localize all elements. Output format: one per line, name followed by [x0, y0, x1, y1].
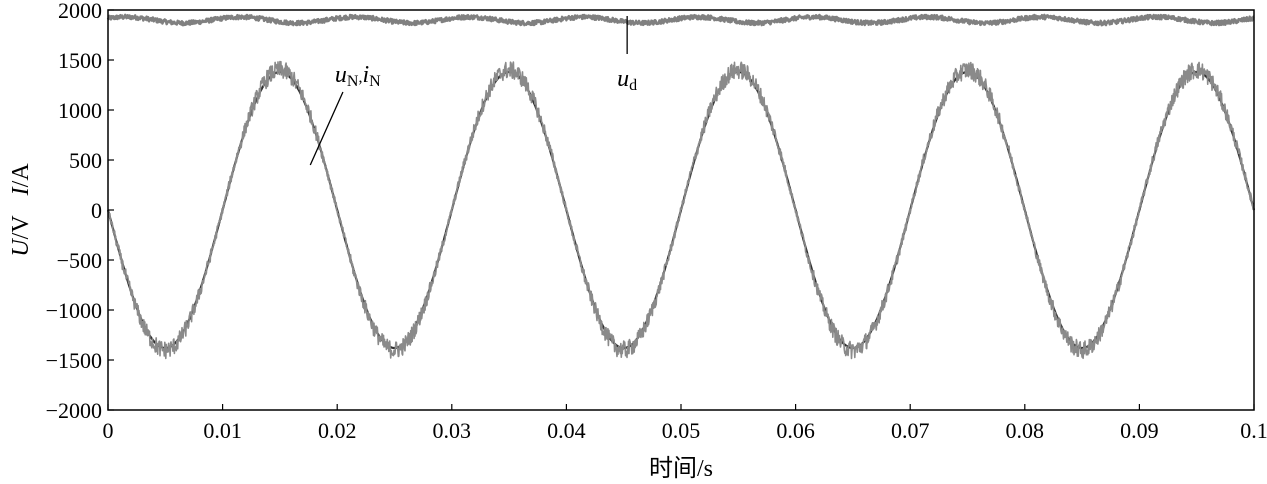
x-tick-label: 0.08: [1006, 418, 1045, 443]
x-axis-label: 时间/s: [649, 455, 713, 482]
series-line-i-N: [107, 60, 1255, 360]
series-line-u-d: [106, 13, 1255, 27]
series-layer: [106, 13, 1256, 360]
ticks-layer: 0 0.01 0.02 0.03 0.04 0.05 0.06 0.07 0.08 0.09 0.1…: [46, 0, 1267, 443]
y-tick-label: 1500: [58, 48, 102, 73]
x-tick-label: 0.05: [662, 418, 701, 443]
y-tick-label: −1500: [46, 348, 102, 373]
y-tick-label: −1000: [46, 298, 102, 323]
x-tick-label: 0.01: [203, 418, 242, 443]
y-tick-label: 0: [91, 198, 102, 223]
y-tick-label: 2000: [58, 0, 102, 23]
x-tick-label: 0.06: [776, 418, 815, 443]
x-tick-label: 0.03: [433, 418, 472, 443]
x-tick-label: 0: [103, 418, 114, 443]
y-axis-label-u-unit: /V: [8, 215, 34, 240]
x-tick-label: 0.1: [1240, 418, 1267, 443]
x-tick-label: 0.02: [318, 418, 357, 443]
y-axis-label-u-var: U: [8, 238, 34, 257]
x-tick-label: 0.04: [547, 418, 586, 443]
y-axis-label-i-var: I: [8, 186, 34, 196]
y-tick-label: −500: [57, 248, 102, 273]
y-tick-label: 500: [69, 148, 102, 173]
annotation-ud: ud: [617, 66, 637, 94]
y-axis-label: U/V I/A: [8, 163, 34, 257]
x-tick-label: 0.07: [891, 418, 930, 443]
annotation-leader-uN-iN: [309, 91, 344, 166]
y-tick-label: 1000: [58, 98, 102, 123]
x-tick-label: 0.09: [1120, 418, 1159, 443]
annotation-layer: uN,iN ud: [309, 16, 637, 166]
y-axis-label-i-unit: /A: [8, 163, 34, 188]
svg-text:U/VI/A: U/V I/A: [8, 163, 34, 257]
y-tick-label: −2000: [46, 398, 102, 423]
annotation-uN-iN: uN,iN: [335, 62, 381, 90]
